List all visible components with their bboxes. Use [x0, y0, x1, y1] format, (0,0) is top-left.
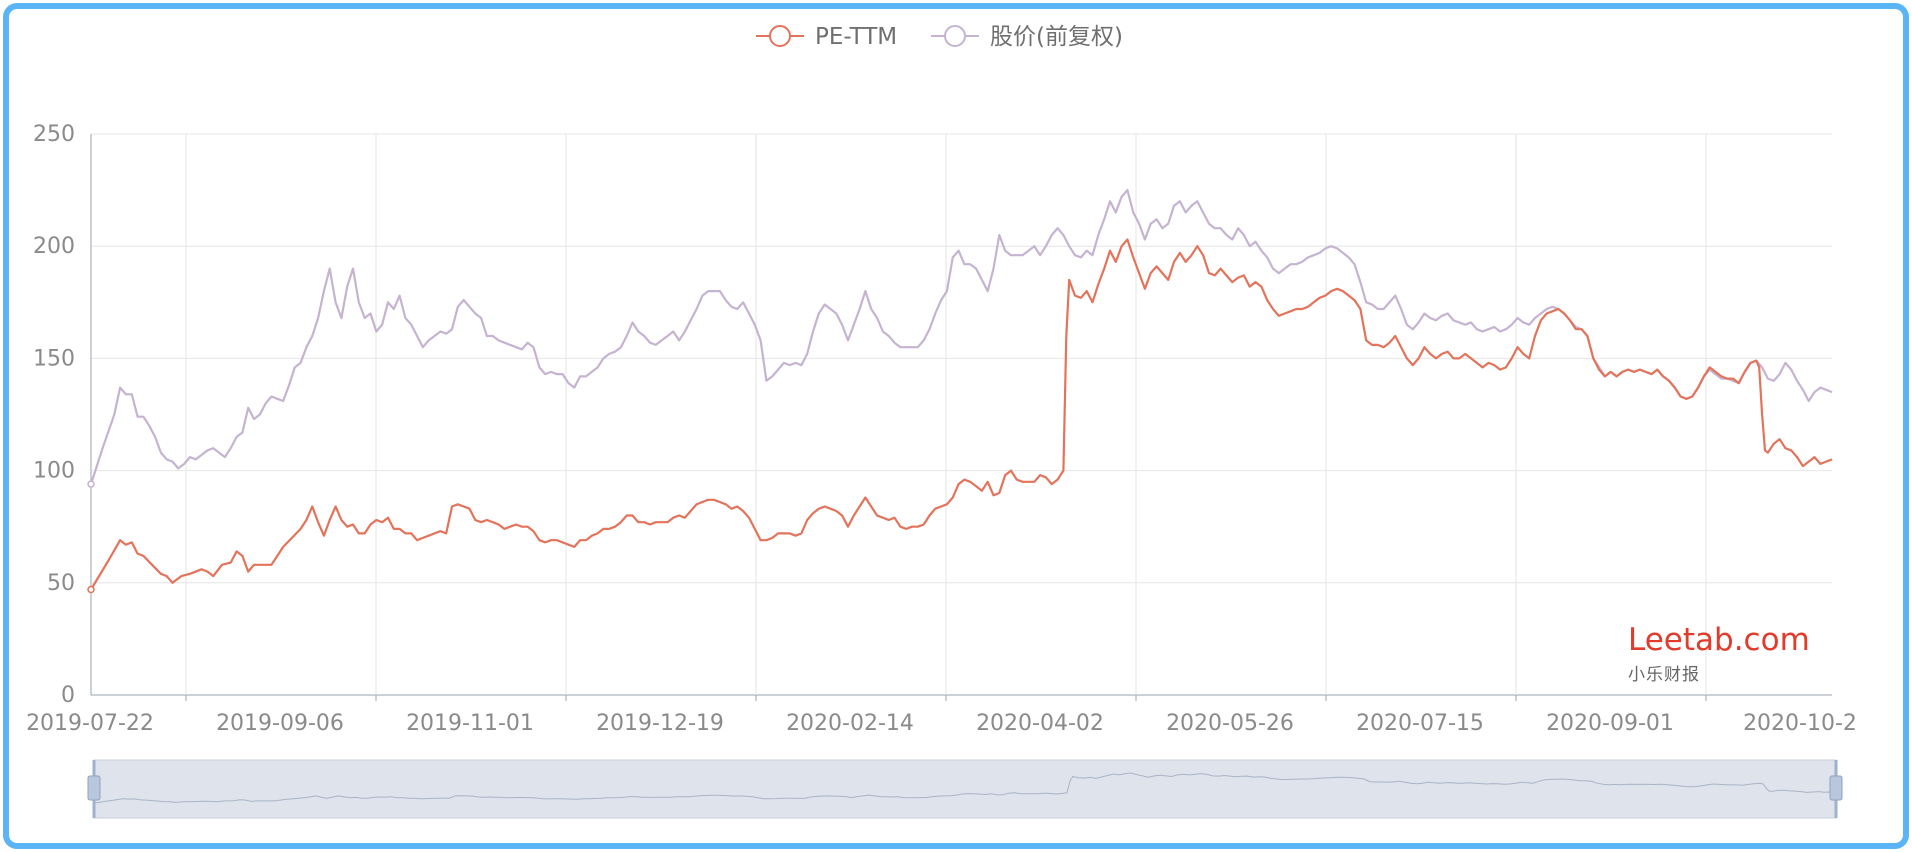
y-tick-label: 150 [33, 346, 75, 371]
series-start-point [87, 480, 95, 488]
zoom-handle-left[interactable] [87, 760, 101, 818]
legend-item-price[interactable]: 股价(前复权) [931, 24, 1123, 50]
legend-marker [769, 25, 791, 47]
zoom-preview-line [93, 772, 1837, 804]
x-tick-label: 2019-09-06 [216, 711, 344, 736]
x-tick-label: 2019-11-01 [406, 711, 534, 736]
series-layer[interactable] [87, 189, 1833, 594]
y-tick-label: 200 [33, 234, 75, 259]
zoom-track[interactable] [93, 759, 1837, 819]
x-tick-label: 2020-02-14 [786, 711, 914, 736]
legend-item-pe-ttm[interactable]: PE-TTM [756, 24, 897, 50]
datazoom-slider[interactable] [87, 759, 1843, 819]
series-line-price[interactable] [91, 189, 1833, 485]
legend-label: 股价(前复权) [990, 24, 1123, 50]
watermark: Leetab.com 小乐财报 [1628, 622, 1810, 685]
legend-label: PE-TTM [815, 24, 897, 50]
series-line-pe-ttm[interactable] [91, 238, 1833, 591]
x-tick-label: 2020-07-15 [1356, 711, 1484, 736]
chart-frame [3, 3, 1909, 849]
series-start-point [87, 585, 95, 594]
y-tick-label: 250 [33, 122, 75, 147]
x-tick-label: 2020-05-26 [1166, 711, 1294, 736]
x-axis: 2019-07-22 2019-09-06 2019-11-01 2019-12-19… [26, 711, 1857, 736]
watermark-text: Leetab.com [1628, 622, 1810, 658]
legend[interactable]: PE-TTM 股价(前复权) [756, 24, 1123, 50]
zoom-handle-right[interactable] [1829, 760, 1843, 818]
y-axis: 0 50 100 150 200 250 [33, 122, 75, 708]
legend-marker [944, 25, 966, 47]
y-tick-label: 50 [47, 571, 75, 596]
zoom-handle-grip[interactable] [87, 775, 101, 801]
x-tick-label: 2019-07-22 [26, 711, 154, 736]
x-tick-label: 2020-10-2 [1743, 711, 1857, 736]
x-tick-label: 2020-04-02 [976, 711, 1104, 736]
y-tick-label: 100 [33, 459, 75, 484]
zoom-handle-grip[interactable] [1829, 775, 1843, 801]
y-tick-label: 0 [61, 683, 75, 708]
x-tick-label: 2020-09-01 [1546, 711, 1674, 736]
x-tick-label: 2019-12-19 [596, 711, 724, 736]
watermark-subtext: 小乐财报 [1628, 665, 1700, 685]
grid [90, 133, 1832, 701]
